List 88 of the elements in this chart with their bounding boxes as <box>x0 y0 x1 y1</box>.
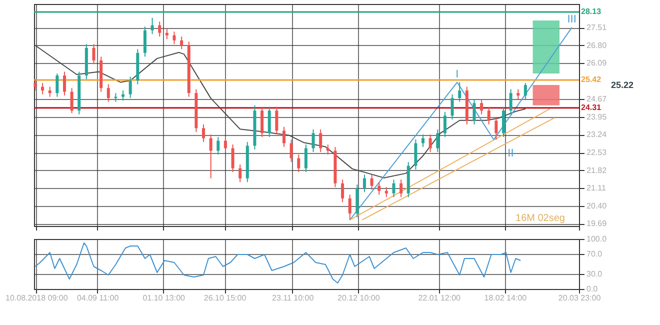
y-tick-label: 22.53 <box>586 148 608 157</box>
candlestick <box>56 72 59 98</box>
y-tick-label: 20.40 <box>586 201 608 210</box>
annotation: III <box>567 14 576 26</box>
candlestick <box>378 182 381 196</box>
candlestick <box>348 194 352 220</box>
y-tick-label: 26.09 <box>586 58 608 68</box>
candlestick <box>472 98 476 125</box>
candlestick <box>370 174 374 190</box>
y-tick-label: 100.0 <box>586 234 608 244</box>
candlestick <box>319 128 322 152</box>
candlestick <box>494 116 498 140</box>
y-tick-label: 27.51 <box>586 23 608 32</box>
candlestick <box>428 134 432 152</box>
candlestick <box>92 44 96 65</box>
y-tick-label: 23.24 <box>586 130 608 140</box>
candlestick <box>362 174 366 193</box>
line-series <box>34 44 526 178</box>
candlestick <box>209 134 212 179</box>
candlestick <box>480 98 484 115</box>
candlestick <box>224 136 227 152</box>
candlestick <box>516 88 520 100</box>
x-tick-label: 22.01 12:00 <box>418 294 462 302</box>
candlestick <box>143 26 146 58</box>
candlestick <box>122 90 125 102</box>
text: 25.22 <box>611 80 634 90</box>
x-tick-label: 04.09 11:00 <box>76 294 120 302</box>
y-tick-label: 24.67 <box>586 94 608 104</box>
candlestick <box>165 28 168 40</box>
candlestick <box>297 154 300 173</box>
candlestick <box>450 94 454 120</box>
y-tick-label: 23.95 <box>586 112 608 122</box>
candlestick <box>400 179 403 198</box>
x-tick-label: 20.12 10:00 <box>338 294 380 302</box>
y-tick-label: 30.0 <box>586 270 603 278</box>
candlestick <box>422 134 425 148</box>
candlestick <box>443 111 446 138</box>
candlestick <box>326 144 330 156</box>
candlestick <box>216 136 220 156</box>
candlestick <box>202 124 206 142</box>
x-tick-label: 01.10 13:00 <box>142 294 186 302</box>
candlestick <box>231 144 234 173</box>
candlestick <box>509 88 512 115</box>
candlestick <box>41 82 44 95</box>
candlestick <box>268 106 271 138</box>
candlestick <box>260 106 264 138</box>
candlestick <box>384 186 388 198</box>
candlestick <box>150 17 154 35</box>
candlestick <box>487 106 490 125</box>
candlestick <box>392 179 396 198</box>
candlestick <box>172 31 176 45</box>
x-tick-label: 10.08.2018 09:00 <box>5 294 68 302</box>
candlestick <box>238 164 242 183</box>
x-tick-label: 23.11 10:00 <box>272 294 314 302</box>
y-tick-label: 21.11 <box>586 184 606 193</box>
x-tick-label: 20.03 23:00 <box>558 294 602 302</box>
x-tick-label: 18.02 14:00 <box>484 294 528 302</box>
candlestick <box>290 138 293 163</box>
candlestick <box>106 84 110 102</box>
ref-line-label: 28.13 <box>581 7 602 16</box>
candlestick <box>180 36 184 50</box>
candlestick <box>282 126 286 148</box>
annotation: I <box>456 68 459 80</box>
ref-line-label: 24.31 <box>581 102 602 112</box>
y-tick-label: 21.82 <box>586 166 608 175</box>
line-series <box>34 242 522 284</box>
x-tick-label: 26.10 15:00 <box>204 294 247 302</box>
candlestick <box>458 82 462 102</box>
candlestick <box>341 179 344 203</box>
y-tick-label: 19.69 <box>586 219 608 228</box>
candlestick <box>275 106 278 135</box>
annotation: 16M 02seg <box>516 213 565 224</box>
candlestick <box>524 82 527 100</box>
candlestick <box>312 128 315 152</box>
y-tick-label: 26.80 <box>586 40 608 50</box>
y-tick-label: 70.0 <box>586 250 603 258</box>
candlestick <box>128 76 132 99</box>
candlestick <box>62 71 66 96</box>
candlestick <box>502 106 505 138</box>
ref-line-label: 25.42 <box>581 75 602 84</box>
candlestick <box>436 128 440 152</box>
candlestick <box>158 21 162 38</box>
candlestick <box>34 78 37 92</box>
candlestick <box>70 88 74 114</box>
y-tick-label: 0.0 <box>586 284 598 294</box>
candlestick <box>414 138 418 170</box>
candlestick <box>48 86 52 98</box>
candlestick <box>304 144 308 173</box>
